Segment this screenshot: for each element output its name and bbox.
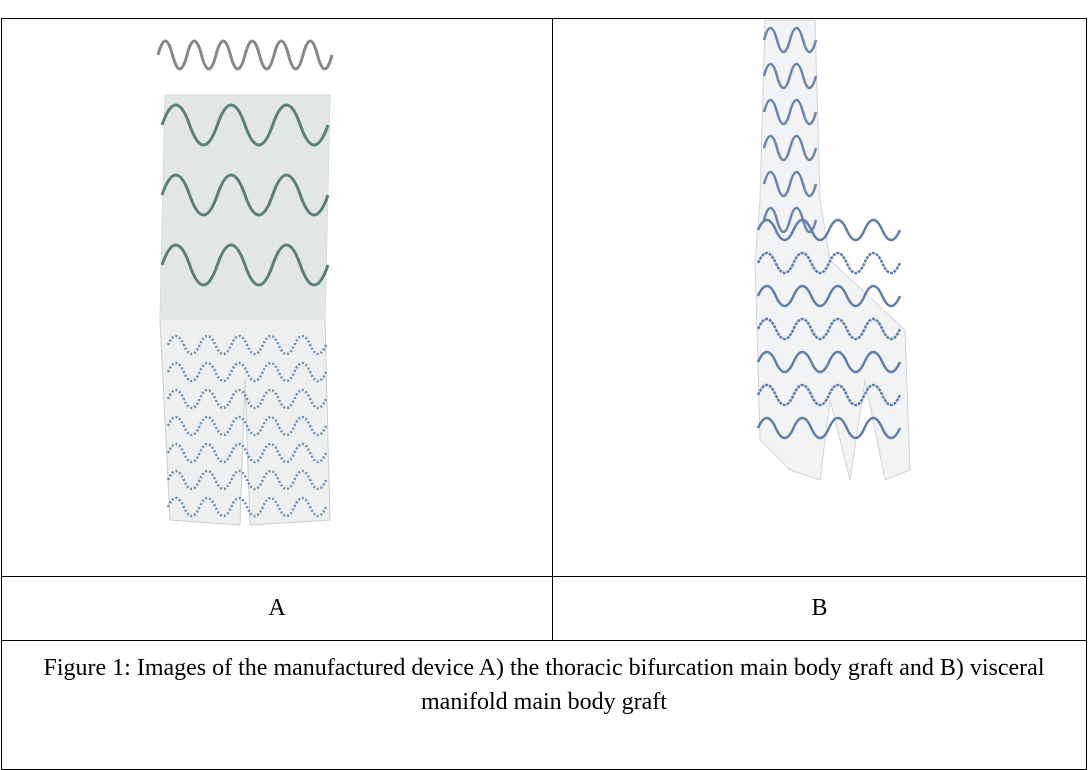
stent-wire — [166, 415, 328, 437]
stent-wire — [756, 350, 902, 374]
stent-wire — [166, 469, 328, 491]
device-images — [156, 19, 911, 526]
stent-wire — [756, 416, 902, 440]
label-b: B — [552, 576, 1087, 641]
stent-wire — [166, 334, 328, 356]
graft-shade — [160, 95, 330, 320]
stent-wire — [762, 206, 818, 234]
stent-wire — [160, 103, 330, 147]
label-a: A — [1, 576, 553, 641]
stent-wire — [762, 98, 818, 126]
stent-wire — [762, 134, 818, 162]
stent-wire — [762, 170, 818, 198]
stent-wire — [762, 26, 818, 54]
stent-wire — [156, 39, 334, 71]
stent-wire — [756, 218, 902, 242]
stent-wire — [756, 284, 902, 308]
stent-wire — [756, 251, 902, 275]
stent-wire — [166, 442, 328, 464]
stent-wire — [160, 173, 330, 217]
stent-wire — [166, 496, 328, 518]
stent-wire — [166, 361, 328, 383]
stent-wire — [160, 243, 330, 287]
stent-wire — [756, 317, 902, 341]
graft-body — [754, 19, 911, 481]
caption: Figure 1: Images of the manufactured dev… — [1, 640, 1087, 770]
stent-wire — [762, 62, 818, 90]
stent-wire — [166, 388, 328, 410]
stent-wire — [756, 383, 902, 407]
